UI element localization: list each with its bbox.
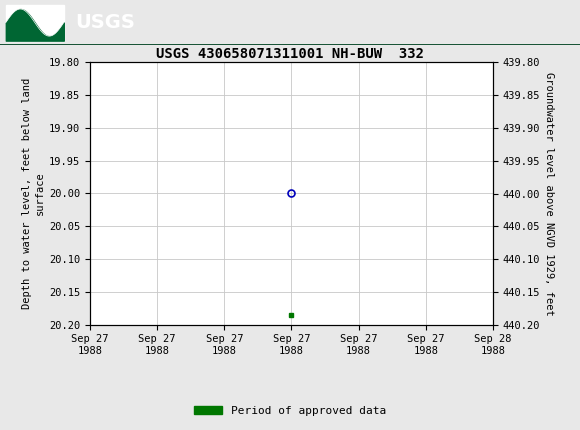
Y-axis label: Depth to water level, feet below land
surface: Depth to water level, feet below land su… — [21, 78, 45, 309]
Text: USGS: USGS — [75, 13, 135, 32]
Bar — [6, 4, 64, 41]
Text: USGS 430658071311001 NH-BUW  332: USGS 430658071311001 NH-BUW 332 — [156, 47, 424, 61]
Y-axis label: Groundwater level above NGVD 1929, feet: Groundwater level above NGVD 1929, feet — [545, 72, 554, 315]
Legend: Period of approved data: Period of approved data — [190, 401, 390, 420]
